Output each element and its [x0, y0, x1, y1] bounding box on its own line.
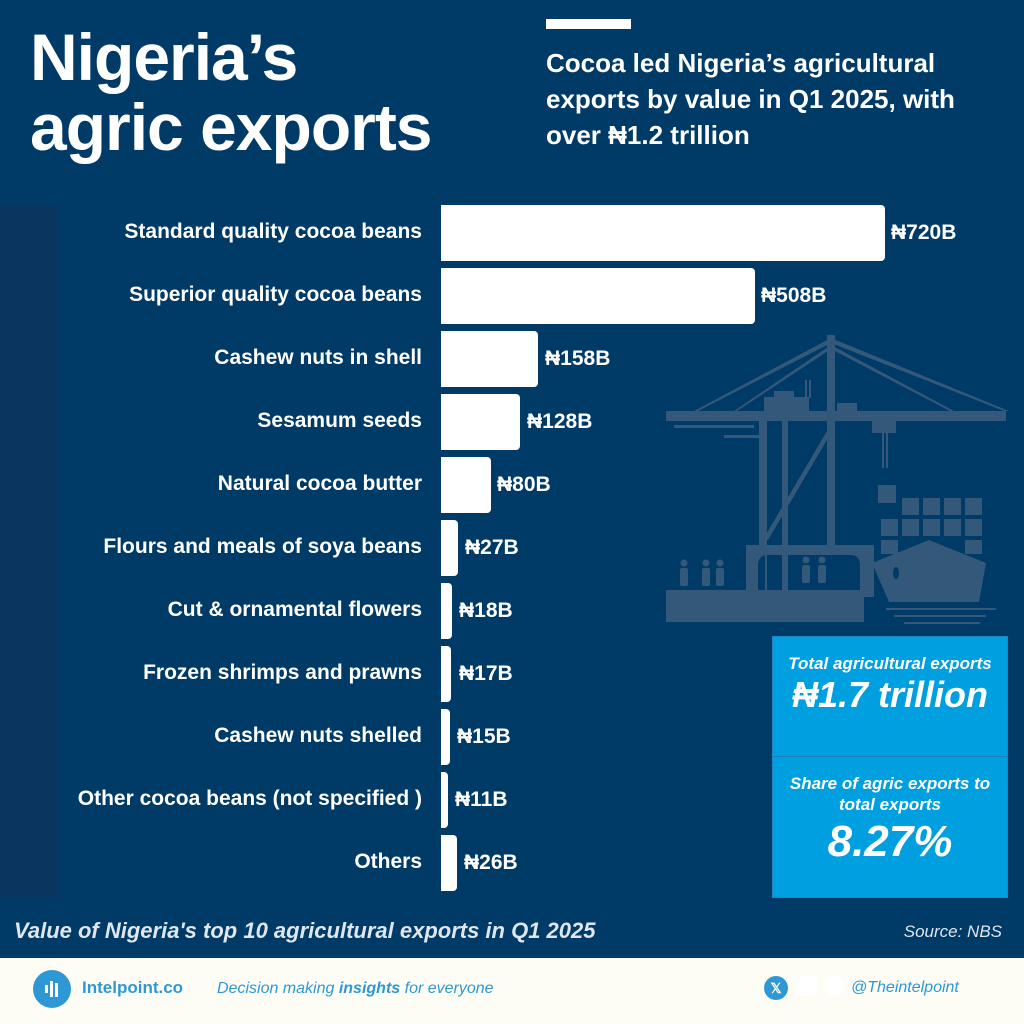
total-exports-stat: Total agricultural exports ₦1.7 trillion — [773, 637, 1007, 757]
bar-value: ₦80B — [497, 473, 551, 496]
bar-row: Flours and meals of soya beans ₦27B — [0, 518, 1024, 576]
bar — [441, 457, 491, 513]
bar-value: ₦27B — [465, 536, 519, 559]
bar-label: Others — [354, 850, 422, 873]
bar-label: Sesamum seeds — [257, 409, 422, 432]
bar-value: ₦508B — [761, 284, 827, 307]
bar — [441, 772, 448, 828]
tagline-post: for everyone — [400, 980, 494, 997]
bar — [441, 205, 885, 261]
bar-row: Cashew nuts shelled ₦15B — [0, 707, 1024, 765]
bar-label: Other cocoa beans (not specified ) — [77, 787, 422, 810]
bar-label: Flours and meals of soya beans — [103, 535, 422, 558]
bar-row: Others ₦26B — [0, 833, 1024, 891]
bar — [441, 394, 520, 450]
x-icon[interactable]: 𝕏 — [764, 976, 788, 1000]
left-decor-strip — [0, 205, 57, 898]
facebook-icon[interactable] — [824, 976, 844, 996]
brand-link[interactable]: Intelpoint.co — [82, 978, 184, 997]
bar-value: ₦18B — [459, 599, 513, 622]
bar-value: ₦720B — [891, 221, 957, 244]
bar-row: Natural cocoa butter ₦80B — [0, 455, 1024, 513]
bar-label: Cut & ornamental flowers — [167, 598, 422, 621]
bar-label: Natural cocoa butter — [217, 472, 422, 495]
port-crane-ship-icon — [666, 335, 1009, 624]
bar — [441, 709, 450, 765]
subtitle: Cocoa led Nigeria’s agricultural exports… — [546, 48, 955, 150]
bar-label: Cashew nuts in shell — [214, 346, 422, 369]
tagline-pre: Decision making — [217, 980, 339, 997]
tagline-bold: insights — [338, 980, 401, 997]
bar — [441, 646, 451, 702]
footer: Intelpoint.co Decision making insights f… — [0, 958, 1024, 1024]
bar-label: Superior quality cocoa beans — [129, 283, 422, 306]
bar-label: Standard quality cocoa beans — [124, 220, 422, 243]
bar-row: Cut & ornamental flowers ₦18B — [0, 581, 1024, 639]
bar-value: ₦17B — [459, 662, 513, 685]
title-line-2: agric exports — [30, 90, 432, 164]
stat-value: 8.27% — [827, 817, 953, 866]
bar-row: Cashew nuts in shell ₦158B — [0, 329, 1024, 387]
bar-label: Frozen shrimps and prawns — [143, 661, 422, 684]
stats-panel: Total agricultural exports ₦1.7 trillion… — [772, 636, 1008, 898]
bar — [441, 331, 538, 387]
stat-label: Total agricultural exports — [788, 654, 992, 673]
chart-caption: Value of Nigeria's top 10 agricultural e… — [14, 918, 596, 943]
intelpoint-logo-icon — [33, 970, 71, 1008]
bar-row: Frozen shrimps and prawns ₦17B — [0, 644, 1024, 702]
stat-value: ₦1.7 trillion — [791, 674, 989, 715]
tagline: Decision making insights for everyone — [217, 980, 494, 998]
instagram-icon[interactable] — [797, 976, 817, 996]
share-exports-stat: Share of agric exports to total exports … — [773, 757, 1007, 898]
bar — [441, 520, 458, 576]
bar — [441, 583, 452, 639]
bar-row: Standard quality cocoa beans ₦720B — [0, 203, 1024, 261]
stat-label: Share of agric exports to total exports — [789, 774, 991, 814]
bar — [441, 835, 457, 891]
title-line-1: Nigeria’s — [30, 20, 298, 94]
page-title: Nigeria’s agric exports — [30, 22, 432, 162]
bar-value: ₦11B — [455, 788, 508, 811]
bar-value: ₦15B — [457, 725, 511, 748]
social-handle[interactable]: @Theintelpoint — [851, 979, 959, 996]
bar-value: ₦26B — [464, 851, 518, 874]
bar-row: Other cocoa beans (not specified ) ₦11B — [0, 770, 1024, 828]
bar-row: Sesamum seeds ₦128B — [0, 392, 1024, 450]
bar — [441, 268, 755, 324]
infographic-main: Nigeria’s agric exports Cocoa led Nigeri… — [0, 19, 1024, 943]
bar-row: Superior quality cocoa beans ₦508B — [0, 266, 1024, 324]
bar-value: ₦128B — [527, 410, 593, 433]
accent-bar — [546, 19, 631, 29]
bar-label: Cashew nuts shelled — [214, 724, 422, 747]
source-note: Source: NBS — [903, 922, 1002, 941]
bar-value: ₦158B — [545, 347, 611, 370]
